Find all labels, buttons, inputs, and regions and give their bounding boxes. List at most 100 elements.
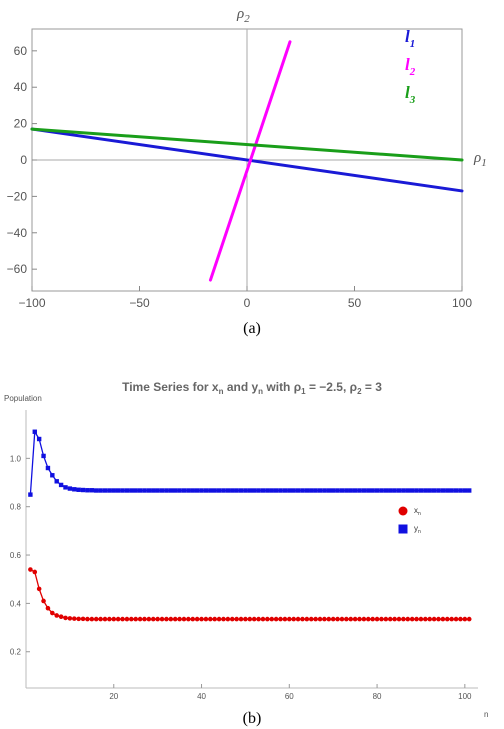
chart-b-point-x: [427, 616, 433, 622]
chart-a-x-tick-label: 50: [348, 296, 362, 310]
chart-b-point-x: [365, 616, 371, 622]
chart-b-point-y: [164, 488, 169, 493]
chart-b-point-y: [401, 488, 406, 493]
chart-b-point-x: [361, 616, 367, 622]
chart-a-caption: (a): [243, 320, 261, 337]
chart-b-legend-label-y: yn: [414, 524, 421, 535]
chart-b-point-x: [291, 616, 296, 622]
chart-b-point-x: [387, 616, 393, 622]
chart-b-point-x: [256, 616, 261, 622]
chart-b-point-x: [181, 616, 187, 622]
chart-b-point-y: [370, 488, 375, 493]
chart-b-point-y: [155, 488, 160, 493]
chart-b-legend-marker-y: [398, 524, 408, 534]
chart-b-point-x: [243, 616, 248, 622]
chart-b-point-y: [221, 488, 226, 493]
chart-b-point-y: [427, 488, 432, 493]
chart-b-point-x: [304, 616, 310, 622]
chart-a-line-l2: [208, 40, 292, 282]
chart-b-point-y: [462, 488, 468, 493]
chart-b-point-y: [208, 488, 213, 493]
chart-b-point-y: [423, 488, 428, 493]
chart-b-point-x: [405, 616, 411, 622]
chart-b-point-x: [352, 616, 358, 622]
chart-b-point-y: [120, 488, 125, 493]
chart-b-point-y: [194, 488, 200, 493]
chart-b-legend: xn yn: [398, 506, 421, 535]
chart-b-point-x: [194, 616, 200, 622]
chart-b-point-x: [357, 616, 362, 622]
chart-b-point-y: [115, 488, 121, 493]
chart-b-point-x: [133, 616, 139, 622]
chart-b-point-y: [414, 488, 419, 493]
chart-b-point-x: [124, 616, 130, 622]
chart-b-x-tick-label: 20: [109, 692, 118, 701]
chart-b-point-y: [63, 485, 68, 490]
chart-b-point-y: [282, 488, 288, 493]
chart-b-x-axis-label: n: [484, 710, 488, 719]
chart-b-point-y: [330, 488, 336, 493]
chart-a-x-tick-label: 0: [244, 296, 251, 310]
chart-b-point-x: [313, 616, 318, 622]
chart-b-point-x: [58, 614, 64, 619]
chart-b-point-y: [322, 488, 327, 493]
chart-a-y-tick-label: −40: [7, 226, 28, 240]
chart-a-x-tick-label: −50: [129, 296, 150, 310]
chart-b-point-y: [98, 488, 103, 493]
chart-b-point-x: [396, 616, 402, 622]
chart-b-point-y: [313, 488, 318, 493]
chart-a-line-l1: [30, 127, 464, 193]
chart-b-point-x: [282, 616, 288, 622]
chart-b-point-y: [344, 488, 349, 493]
chart-b-point-y: [54, 479, 59, 484]
chart-b-point-y: [352, 488, 358, 493]
chart-b-point-x: [146, 616, 152, 622]
chart-b-caption: (b): [243, 710, 262, 727]
chart-b-point-x: [444, 616, 450, 622]
chart-b-point-x: [89, 616, 95, 622]
chart-b-point-y: [85, 488, 90, 493]
chart-b-point-y: [111, 488, 116, 493]
chart-b-title: Time Series for xn and yn with ρ1 = −2.5…: [122, 380, 382, 396]
chart-b-point-x: [295, 616, 301, 622]
chart-b-point-y: [216, 488, 222, 493]
chart-b-point-x: [251, 616, 257, 622]
chart-b-point-y: [137, 488, 143, 493]
chart-a-legend-l2: l2: [405, 55, 416, 78]
chart-b-point-x: [107, 616, 112, 622]
chart-b-point-x: [221, 616, 226, 622]
chart-b-point-y: [348, 488, 353, 493]
chart-b-point-y: [32, 429, 37, 434]
chart-b-point-x: [199, 616, 204, 622]
chart-b-point-x: [344, 616, 349, 622]
chart-b-series: [28, 429, 472, 622]
chart-b-x-tick-label: 100: [458, 692, 472, 701]
chart-b-point-x: [234, 616, 239, 622]
chart-b-point-y: [287, 488, 292, 493]
chart-b-point-y: [146, 488, 152, 493]
chart-b-point-x: [129, 616, 134, 622]
chart-b-point-y: [326, 488, 331, 493]
chart-b-point-y: [203, 488, 209, 493]
chart-b-x-tick-label: 80: [373, 692, 382, 701]
chart-b-point-y: [278, 488, 283, 493]
chart-b-point-y: [89, 488, 95, 493]
chart-b-point-x: [137, 616, 143, 622]
chart-a-y-axis-label: ρ2: [236, 6, 250, 25]
chart-b-point-y: [41, 453, 46, 459]
chart-b-y-axis-label: Population: [4, 394, 42, 403]
chart-b-point-x: [80, 616, 86, 622]
chart-b-point-x: [36, 586, 42, 592]
chart-a-x-tick-label: −100: [18, 296, 45, 310]
chart-b-point-x: [98, 616, 103, 622]
chart-b-point-x: [322, 616, 327, 622]
chart-b-point-x: [269, 616, 275, 622]
chart-b-point-y: [339, 488, 345, 493]
chart-b-point-y: [392, 488, 397, 493]
chart-a-y-tick-label: 40: [14, 80, 28, 94]
chart-b-point-y: [230, 488, 235, 493]
chart-b-point-y: [142, 488, 147, 493]
chart-b-point-y: [449, 488, 454, 493]
chart-b-point-x: [273, 616, 279, 622]
